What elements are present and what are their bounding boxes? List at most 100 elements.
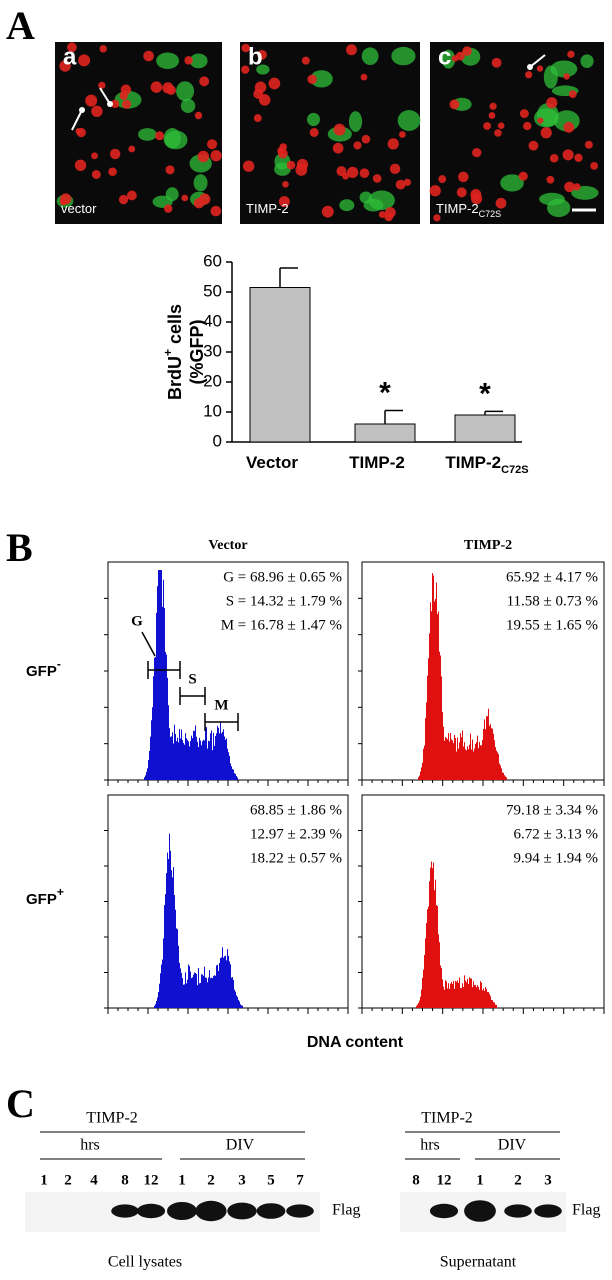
histogram-bar <box>500 765 501 780</box>
nucleus <box>342 172 349 180</box>
nucleus <box>563 121 575 133</box>
histogram-bar <box>431 861 432 1008</box>
nucleus <box>278 148 288 159</box>
nucleus <box>546 175 555 184</box>
histogram-bar <box>165 894 166 1008</box>
histogram-bar <box>452 983 453 1008</box>
nucleus <box>126 190 137 201</box>
histogram-bar <box>460 733 461 780</box>
histogram-bar <box>171 736 172 780</box>
nucleus <box>257 49 267 60</box>
histogram-bar <box>476 742 477 780</box>
histogram-bar <box>218 971 219 1008</box>
histogram-bar <box>418 777 419 780</box>
histogram-bar <box>158 570 159 780</box>
histogram-bar <box>173 867 174 1008</box>
histogram-bar <box>161 570 162 780</box>
histogram-bar <box>196 974 197 1008</box>
panel-label: C <box>6 1081 35 1126</box>
histogram-bar <box>145 775 146 780</box>
histogram-bar <box>501 768 502 780</box>
histogram-bar <box>180 738 181 780</box>
histogram-bar <box>483 728 484 780</box>
histogram-bar <box>199 983 200 1008</box>
nucleus <box>462 46 472 56</box>
histogram-bar <box>427 675 428 780</box>
nucleus <box>163 204 173 213</box>
lane-number: 4 <box>90 1172 98 1188</box>
histogram-bar <box>189 746 190 780</box>
histogram-bar <box>219 733 220 780</box>
histogram-bar <box>202 974 203 1008</box>
histogram-bar <box>458 982 459 1008</box>
histogram-bar <box>454 734 455 780</box>
nucleus <box>121 99 132 109</box>
nucleus <box>483 122 492 130</box>
histogram-bar <box>183 742 184 780</box>
histogram-bar <box>221 957 222 1008</box>
nucleus <box>472 147 482 158</box>
histogram-bar <box>486 716 487 780</box>
histogram-bar <box>426 922 427 1008</box>
nucleus <box>562 149 574 161</box>
lane-number: 5 <box>267 1172 275 1188</box>
arrow-head <box>107 101 113 107</box>
histogram-bar <box>171 870 172 1008</box>
histogram-bar <box>154 1005 155 1008</box>
histogram-bar <box>195 972 196 1008</box>
histogram-bar <box>182 978 183 1008</box>
histogram-bar <box>222 947 223 1008</box>
sub-label: DIV <box>226 1137 255 1154</box>
histogram-bar <box>159 983 160 1008</box>
histogram-bar <box>157 586 158 780</box>
lane-number: 2 <box>207 1172 215 1188</box>
histogram-bar <box>226 960 227 1008</box>
histogram-bar <box>237 996 238 1008</box>
histogram-bar <box>204 740 205 780</box>
lane-number: 2 <box>514 1172 522 1188</box>
histogram-bar <box>496 750 497 780</box>
histogram-bar <box>490 996 491 1008</box>
histogram-bar <box>447 988 448 1008</box>
histogram-bar <box>479 989 480 1008</box>
histogram-bar <box>470 733 471 780</box>
histogram-bar <box>466 750 467 780</box>
histogram-bar <box>425 718 426 780</box>
histogram-bar <box>183 984 184 1008</box>
row-label: GFP+ <box>26 885 64 908</box>
histogram-bar <box>481 982 482 1008</box>
histogram-bar <box>189 966 190 1008</box>
histogram-bar <box>164 905 165 1008</box>
histogram-bar <box>441 676 442 780</box>
histogram-bar <box>503 772 504 780</box>
histogram-bar <box>473 751 474 780</box>
x-axis-label: DNA content <box>307 1034 404 1051</box>
histogram-bar <box>198 747 199 780</box>
histogram-bar <box>209 970 210 1008</box>
gfp-cell <box>138 128 157 141</box>
histogram-bar <box>179 729 180 780</box>
histogram-bar <box>234 773 235 780</box>
histogram-bar <box>456 981 457 1008</box>
lane-number: 3 <box>544 1172 552 1188</box>
bar <box>354 423 416 443</box>
histogram-bar <box>446 981 447 1008</box>
histogram-bar <box>229 961 230 1008</box>
histogram-bar <box>421 989 422 1008</box>
text-part: C72S <box>501 464 529 476</box>
band <box>464 1200 496 1222</box>
lane-number: 8 <box>121 1172 129 1188</box>
histogram-bar <box>479 741 480 780</box>
nucleus <box>590 162 598 170</box>
nucleus <box>489 102 497 110</box>
histogram-bar <box>471 978 472 1008</box>
histogram-bar <box>215 736 216 780</box>
histogram-bar <box>218 727 219 780</box>
nucleus <box>282 181 289 188</box>
text-part: C72S <box>479 209 502 219</box>
stat-line: 79.18 ± 3.34 % <box>506 802 598 818</box>
nucleus <box>574 153 583 162</box>
histogram-bar <box>422 762 423 780</box>
nucleus <box>495 197 507 209</box>
histogram-bar <box>159 570 160 780</box>
